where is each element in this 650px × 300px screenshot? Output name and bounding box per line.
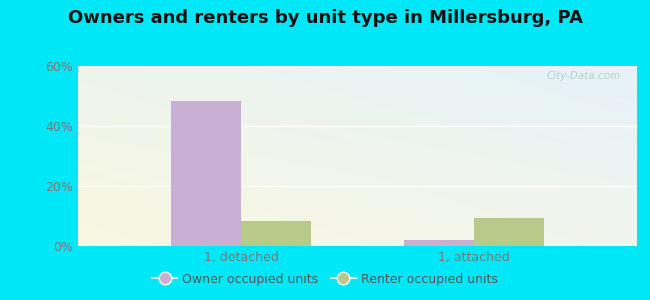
Bar	[241, 220, 311, 246]
Text: Owners and renters by unit type in Millersburg, PA: Owners and renters by unit type in Mille…	[68, 9, 582, 27]
Text: City-Data.com: City-Data.com	[546, 71, 620, 81]
Bar	[474, 218, 544, 246]
Legend: Owner occupied units, Renter occupied units: Owner occupied units, Renter occupied un…	[148, 268, 502, 291]
Bar	[404, 240, 474, 246]
Bar	[171, 100, 241, 246]
